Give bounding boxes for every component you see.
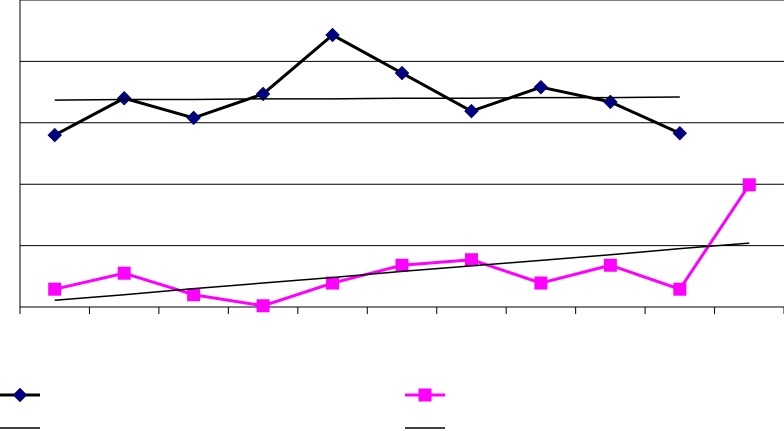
marker xyxy=(117,266,131,280)
series xyxy=(48,178,756,313)
marker xyxy=(47,127,63,143)
marker xyxy=(255,86,271,102)
marker xyxy=(256,299,270,313)
series xyxy=(54,242,750,301)
marker xyxy=(394,65,410,81)
marker xyxy=(673,282,687,296)
marker xyxy=(48,282,62,296)
marker xyxy=(325,27,340,43)
series xyxy=(47,27,688,143)
marker xyxy=(464,103,479,119)
marker xyxy=(603,258,617,272)
marker xyxy=(395,258,409,272)
legend-item xyxy=(0,387,40,403)
series-line xyxy=(54,242,750,301)
marker xyxy=(418,388,432,402)
marker xyxy=(672,125,688,141)
marker xyxy=(603,94,618,110)
series-line xyxy=(54,33,681,137)
marker xyxy=(12,387,28,403)
legend-item xyxy=(405,388,445,402)
marker xyxy=(742,178,756,192)
marker xyxy=(116,90,132,106)
marker xyxy=(186,110,201,126)
marker xyxy=(187,288,201,302)
marker xyxy=(326,276,340,290)
marker xyxy=(533,79,549,95)
series-line xyxy=(54,96,680,101)
series xyxy=(54,96,680,101)
marker xyxy=(534,276,548,290)
marker xyxy=(464,253,478,267)
